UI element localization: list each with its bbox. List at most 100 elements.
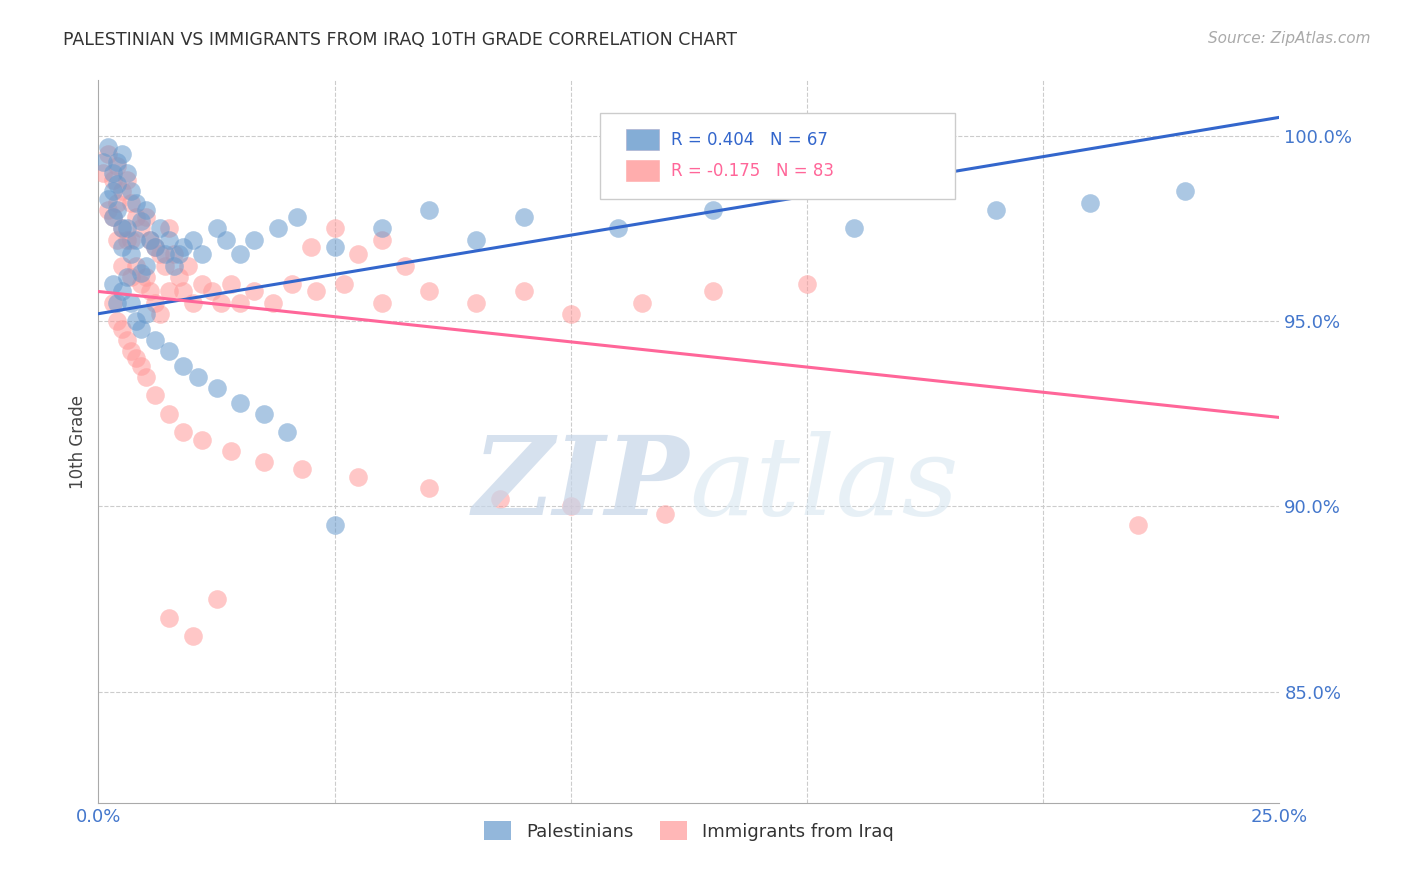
Point: [149, 221, 172, 235]
Point: [135, 269, 157, 284]
Point: [111, 185, 134, 199]
Point: [281, 277, 304, 291]
Point: [333, 277, 356, 291]
Point: [91, 154, 114, 169]
Point: [560, 307, 582, 321]
Point: [1174, 185, 1197, 199]
Point: [105, 195, 128, 210]
Point: [115, 221, 138, 235]
Point: [181, 629, 204, 643]
Point: [149, 307, 172, 321]
Point: [143, 388, 166, 402]
Point: [347, 247, 370, 261]
Y-axis label: 10th Grade: 10th Grade: [69, 394, 87, 489]
Point: [489, 491, 512, 506]
Point: [215, 233, 238, 247]
Point: [191, 433, 214, 447]
Point: [163, 259, 186, 273]
Point: [125, 233, 148, 247]
Text: R = 0.404   N = 67: R = 0.404 N = 67: [671, 130, 828, 149]
Point: [129, 321, 152, 335]
Point: [125, 314, 148, 328]
Point: [219, 277, 242, 291]
Point: [702, 285, 724, 299]
Point: [607, 221, 630, 235]
Point: [115, 166, 138, 180]
Point: [135, 259, 157, 273]
Point: [229, 247, 252, 261]
Point: [465, 233, 488, 247]
Point: [105, 177, 128, 191]
Point: [111, 147, 134, 161]
Point: [323, 517, 346, 532]
Point: [135, 307, 157, 321]
Point: [121, 295, 143, 310]
Point: [129, 359, 152, 373]
Point: [97, 140, 120, 154]
Point: [371, 221, 394, 235]
Point: [323, 240, 346, 254]
Point: [191, 277, 214, 291]
Point: [167, 269, 190, 284]
Point: [267, 221, 290, 235]
Point: [418, 285, 440, 299]
Point: [139, 233, 162, 247]
Point: [111, 221, 134, 235]
Point: [172, 425, 194, 440]
Point: [121, 269, 143, 284]
Point: [157, 610, 180, 624]
Point: [844, 221, 866, 235]
Point: [371, 295, 394, 310]
Point: [630, 295, 652, 310]
Point: [101, 185, 124, 199]
Point: [105, 159, 128, 173]
Point: [97, 202, 120, 217]
Point: [121, 233, 143, 247]
Point: [153, 247, 176, 261]
Point: [135, 369, 157, 384]
Point: [163, 247, 186, 261]
Text: Source: ZipAtlas.com: Source: ZipAtlas.com: [1208, 31, 1371, 46]
Point: [135, 211, 157, 225]
Point: [105, 233, 128, 247]
Point: [101, 211, 124, 225]
Point: [153, 259, 176, 273]
Point: [121, 185, 143, 199]
Point: [111, 285, 134, 299]
Point: [285, 211, 308, 225]
Point: [111, 240, 134, 254]
Point: [253, 407, 276, 421]
Point: [125, 195, 148, 210]
Point: [209, 295, 232, 310]
Point: [157, 343, 180, 358]
Point: [101, 166, 124, 180]
Point: [121, 195, 143, 210]
Point: [229, 395, 252, 409]
Point: [290, 462, 312, 476]
Legend: Palestinians, Immigrants from Iraq: Palestinians, Immigrants from Iraq: [477, 814, 901, 848]
Point: [157, 285, 180, 299]
Point: [101, 173, 124, 187]
Point: [105, 154, 128, 169]
Point: [143, 295, 166, 310]
Point: [157, 407, 180, 421]
Point: [305, 285, 328, 299]
Text: PALESTINIAN VS IMMIGRANTS FROM IRAQ 10TH GRADE CORRELATION CHART: PALESTINIAN VS IMMIGRANTS FROM IRAQ 10TH…: [63, 31, 737, 49]
Point: [125, 211, 148, 225]
Point: [181, 233, 204, 247]
Point: [121, 247, 143, 261]
Point: [172, 240, 194, 254]
Point: [253, 455, 276, 469]
Point: [129, 266, 152, 280]
Point: [111, 321, 134, 335]
Point: [97, 147, 120, 161]
Text: ZIP: ZIP: [472, 431, 689, 539]
Point: [125, 259, 148, 273]
Point: [205, 592, 228, 607]
Point: [105, 202, 128, 217]
Point: [149, 247, 172, 261]
Point: [101, 211, 124, 225]
Point: [1080, 195, 1102, 210]
Point: [143, 240, 166, 254]
Point: [276, 425, 298, 440]
